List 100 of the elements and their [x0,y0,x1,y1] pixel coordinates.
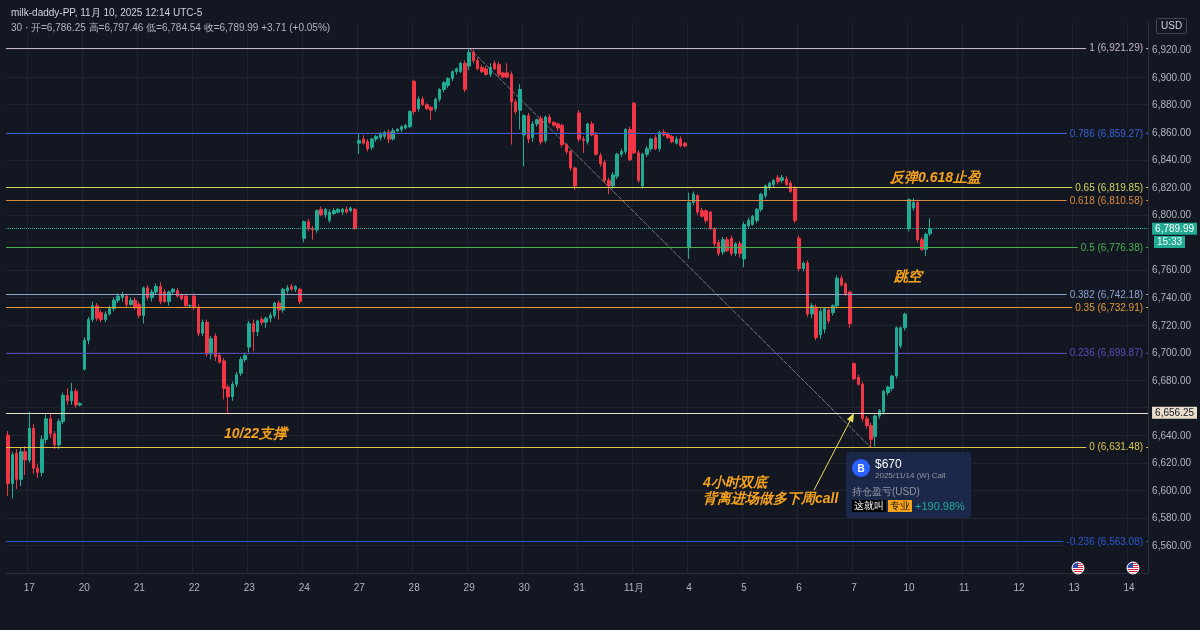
ref-line-label: 0 (6,631.48) [1089,441,1144,453]
candlestick [11,451,14,500]
candlestick [324,207,327,219]
candlestick [252,319,255,352]
candlestick [586,122,589,146]
y-tick-label: 6,740.00 [1152,292,1192,303]
x-tick-label: 27 [353,581,366,593]
x-tick-label: 7 [851,581,858,593]
candlestick [66,387,69,406]
chart-title: milk-daddy-PP, 11月 10, 2025 12:14 UTC-5 [11,6,203,18]
candlestick [209,335,213,360]
candlestick [142,285,145,325]
ref-line-label: 0.236 (6,699.87) [1069,347,1144,359]
candlestick [489,62,492,78]
candlestick [201,319,204,337]
annotation: 专业 [888,500,912,512]
ref-line-label: 0.382 (6,742.18) [1069,289,1144,300]
y-tick-label: 6,840.00 [1152,154,1192,166]
ref-line-label: 0.5 (6,776.38) [1080,241,1144,253]
x-tick-label: 10 [903,581,916,593]
ref-line-label: -0.236 (6,563.08) [1066,535,1144,547]
candlestick [417,95,420,113]
candlestick [484,65,488,77]
candlestick [654,134,657,151]
annotation: 10/22支撑 [224,425,288,441]
candlestick [670,134,674,144]
candlestick [806,259,809,318]
candlestick [459,61,462,74]
annotation: 背离进场做多下周call [703,490,839,506]
candlestick [129,297,133,307]
x-tick-label: 23 [243,581,256,593]
candlestick [412,79,416,115]
candlestick [497,61,501,78]
x-tick-label: 6 [796,581,803,593]
candlestick [277,299,281,321]
candlestick [429,105,433,121]
candlestick [137,301,141,319]
x-tick-label: 4 [686,581,693,593]
y-tick-label: 6,620.00 [1152,457,1192,469]
y-tick-label: 6,600.00 [1152,484,1192,496]
y-tick-label: 6,920.00 [1152,44,1192,56]
candlestick [391,127,395,141]
x-tick-label: 21 [133,581,146,593]
candlestick [273,301,276,319]
candlestick [349,206,352,213]
candlestick [408,109,412,129]
ref-line-label: 0.618 (6,810.58) [1069,194,1144,206]
ref-line-label: 1 (6,921.29) [1089,42,1144,54]
candlestick [802,261,805,272]
annotation: 持仓盈亏(USD) [852,485,921,498]
candlestick [260,316,264,326]
ref-line-label: 0.65 (6,819.85) [1075,182,1144,194]
candlestick [675,135,678,146]
candlestick [400,124,403,133]
text: 15:33 [1154,236,1186,248]
x-tick-label: 11 [958,581,970,593]
candlestick [74,387,78,409]
x-tick-label: 24 [298,581,311,593]
candlestick [294,284,297,293]
candlestick [345,206,348,214]
ref-line-label: 0.35 (6,732.91) [1075,301,1144,313]
annotation: +190.98% [915,500,965,512]
x-tick-label: 31 [573,581,586,593]
y-tick-label: 6,820.00 [1152,181,1192,193]
candlestick [776,174,780,186]
candlestick [370,137,374,151]
candlestick [6,430,10,497]
candlestick [353,207,357,231]
y-tick-label: 6,560.00 [1152,539,1192,551]
candlestick [239,356,243,377]
y-tick-label: 6,860.00 [1152,126,1192,138]
candlestick [256,319,259,337]
candlestick [247,320,251,354]
candlestick [264,316,268,329]
candlestick [624,127,627,155]
y-tick-label: 6,580.00 [1152,512,1192,524]
candlestick [522,113,526,168]
annotation: $670 [875,457,903,471]
candlestick [544,115,547,144]
y-tick-label: 6,900.00 [1152,71,1192,83]
candlestick [810,302,814,319]
candlestick [366,138,369,152]
y-tick-label: 6,656.25 [1155,407,1195,419]
candlestick [19,447,23,487]
badge-icon: B [852,459,870,477]
annotation: 跳空 [894,268,922,284]
candlestick [319,206,323,217]
x-tick-label: 20 [78,581,91,593]
candlestick [658,130,661,152]
candlestick [205,319,209,358]
candlestick [290,283,293,292]
text: USD [1156,18,1188,34]
annotation: 4小时双底 [703,474,767,490]
candlestick [159,281,162,305]
y-tick-label: 6,640.00 [1152,429,1192,441]
candlestick [23,445,27,476]
candlestick [104,310,107,323]
y-tick-label: 6,789.99 [1155,223,1195,235]
annotation: 这就叫 [852,500,886,512]
x-tick-label: 17 [23,581,36,593]
